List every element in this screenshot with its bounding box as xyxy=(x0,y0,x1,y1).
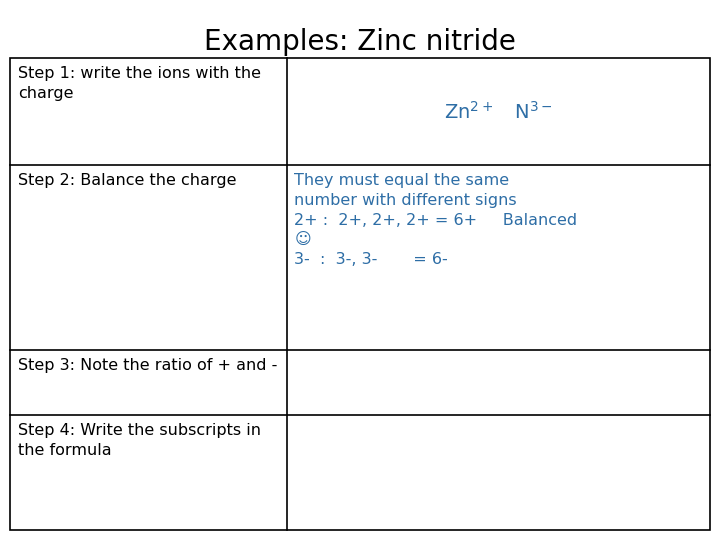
Text: They must equal the same
number with different signs
2+ :  2+, 2+, 2+ = 6+     B: They must equal the same number with dif… xyxy=(294,173,577,267)
Text: Zn$^{2+}$   N$^{3-}$: Zn$^{2+}$ N$^{3-}$ xyxy=(444,100,552,123)
Text: Step 1: write the ions with the
charge: Step 1: write the ions with the charge xyxy=(18,66,261,101)
Text: Step 4: Write the subscripts in
the formula: Step 4: Write the subscripts in the form… xyxy=(18,423,261,458)
Text: Step 2: Balance the charge: Step 2: Balance the charge xyxy=(18,173,236,188)
Text: Step 3: Note the ratio of + and -: Step 3: Note the ratio of + and - xyxy=(18,358,277,373)
Bar xyxy=(10,58,710,530)
Text: Examples: Zinc nitride: Examples: Zinc nitride xyxy=(204,28,516,56)
